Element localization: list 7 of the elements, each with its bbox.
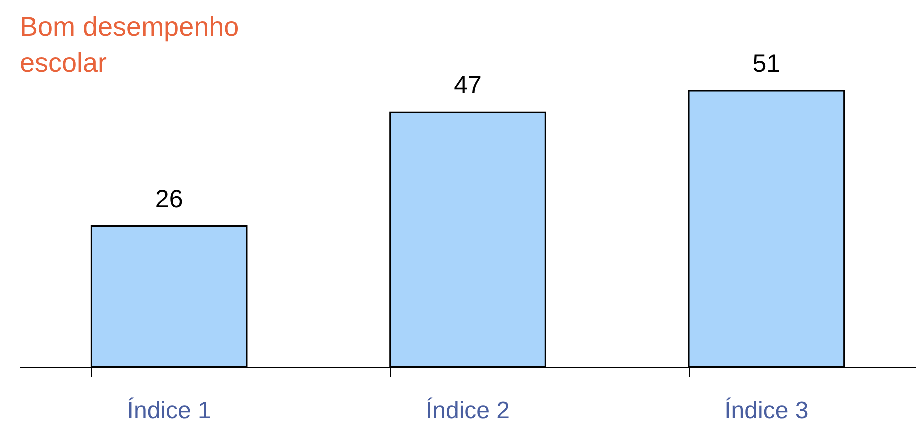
x-tick-label: Índice 1: [127, 398, 212, 424]
data-label: 26: [155, 185, 184, 214]
chart-title: Bom desempenho escolar: [20, 12, 240, 78]
data-label: 47: [454, 72, 482, 100]
x-tick-label: Índice 2: [426, 398, 510, 424]
data-label: 51: [752, 50, 781, 78]
x-tick-label: Índice 3: [724, 398, 809, 424]
